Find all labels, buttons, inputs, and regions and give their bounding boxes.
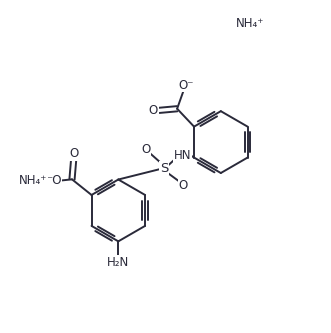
Text: O⁻: O⁻: [178, 79, 194, 92]
Text: O: O: [141, 143, 151, 156]
Text: H₂N: H₂N: [107, 256, 129, 269]
Text: NH₄⁺: NH₄⁺: [236, 17, 264, 30]
Text: O: O: [149, 104, 158, 117]
Text: S: S: [160, 162, 168, 174]
Text: HN: HN: [174, 149, 192, 162]
Text: O: O: [178, 178, 187, 191]
Text: NH₄⁺: NH₄⁺: [19, 174, 47, 187]
Text: ⁻O: ⁻O: [46, 174, 62, 187]
Text: O: O: [69, 148, 78, 161]
